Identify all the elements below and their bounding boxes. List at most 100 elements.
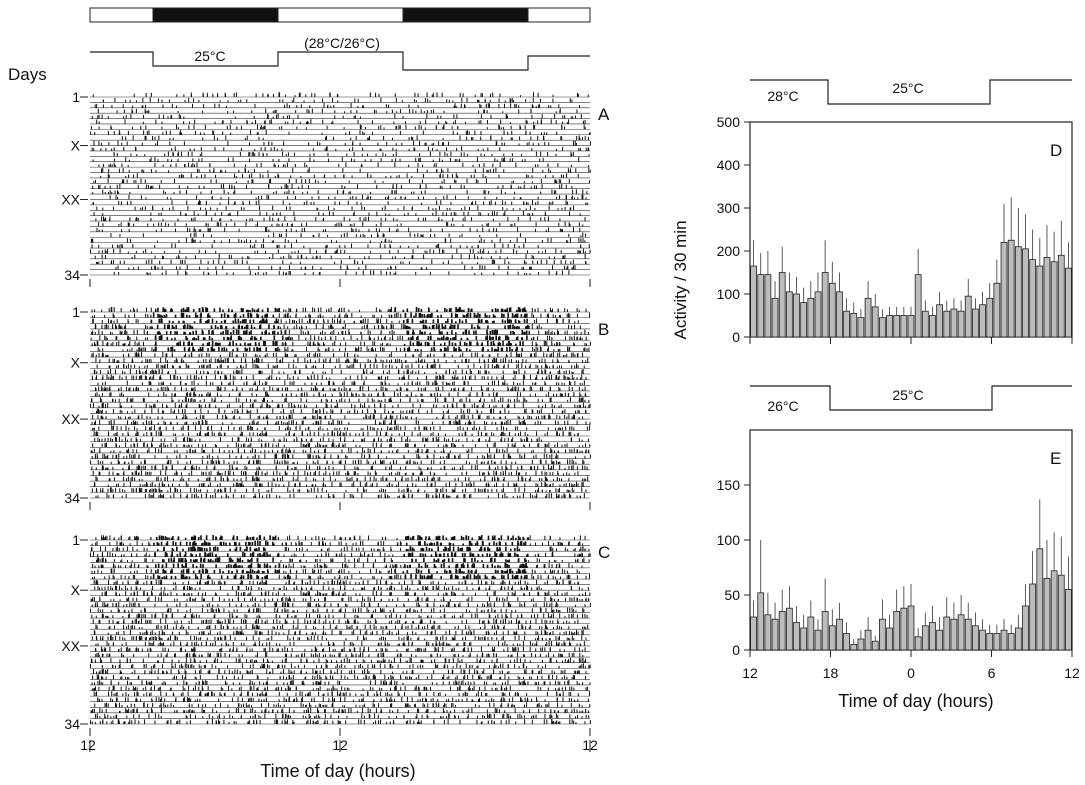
activity-mark bbox=[388, 360, 390, 363]
activity-mark bbox=[241, 387, 243, 391]
activity-mark bbox=[361, 335, 363, 341]
activity-mark bbox=[118, 244, 120, 249]
activity-mark bbox=[198, 354, 200, 358]
activity-mark bbox=[569, 336, 571, 341]
activity-mark bbox=[220, 170, 222, 173]
activity-mark bbox=[301, 223, 303, 227]
activity-mark bbox=[135, 375, 137, 380]
activity-mark bbox=[532, 212, 534, 216]
activity-mark bbox=[360, 331, 362, 335]
activity-mark bbox=[181, 358, 183, 363]
activity-mark bbox=[317, 374, 319, 380]
activity-mark bbox=[132, 110, 134, 114]
activity-mark bbox=[339, 348, 341, 352]
activity-mark bbox=[97, 347, 99, 352]
activity-mark bbox=[278, 174, 280, 178]
activity-mark bbox=[380, 359, 382, 363]
activity-mark bbox=[501, 376, 503, 380]
activity-mark bbox=[521, 308, 524, 312]
activity-mark bbox=[503, 313, 505, 318]
activity-mark bbox=[429, 313, 432, 318]
activity-mark bbox=[346, 391, 348, 397]
activity-mark bbox=[537, 164, 539, 168]
activity-mark bbox=[216, 207, 218, 211]
activity-mark bbox=[153, 349, 155, 352]
activity-mark bbox=[525, 99, 527, 103]
activity-mark bbox=[333, 382, 335, 386]
activity-mark bbox=[511, 313, 514, 318]
activity-mark bbox=[424, 325, 427, 329]
activity-mark bbox=[317, 141, 319, 146]
activity-mark bbox=[320, 331, 322, 335]
activity-mark bbox=[212, 93, 214, 97]
activity-mark bbox=[149, 376, 151, 380]
activity-mark bbox=[324, 228, 326, 232]
activity-mark bbox=[235, 181, 237, 184]
activity-mark bbox=[285, 320, 287, 324]
activity-mark bbox=[433, 404, 435, 408]
activity-mark bbox=[255, 224, 257, 227]
activity-mark bbox=[192, 237, 194, 243]
activity-mark bbox=[154, 255, 156, 259]
activity-mark bbox=[305, 416, 307, 420]
activity-mark bbox=[415, 100, 417, 103]
activity-mark bbox=[202, 343, 204, 346]
activity-mark bbox=[304, 357, 306, 363]
activity-mark bbox=[395, 307, 397, 312]
activity-mark bbox=[481, 250, 483, 254]
activity-mark bbox=[276, 387, 278, 391]
activity-mark bbox=[178, 399, 180, 403]
activity-mark bbox=[552, 408, 554, 414]
activity-mark bbox=[278, 159, 280, 162]
activity-mark bbox=[154, 162, 156, 168]
activity-mark bbox=[185, 387, 187, 391]
activity-mark bbox=[367, 244, 369, 249]
activity-mark bbox=[171, 393, 173, 397]
activity-mark bbox=[465, 319, 467, 324]
activity-mark bbox=[151, 266, 153, 270]
activity-mark bbox=[531, 409, 533, 414]
activity-mark bbox=[213, 135, 215, 141]
activity-mark bbox=[346, 153, 348, 157]
activity-mark bbox=[227, 140, 229, 146]
activity-mark bbox=[91, 239, 93, 243]
activity-mark bbox=[463, 387, 465, 391]
activity-mark bbox=[289, 318, 291, 324]
activity-mark bbox=[419, 320, 422, 324]
activity-mark bbox=[531, 254, 533, 259]
activity-mark bbox=[403, 205, 405, 211]
activity-mark bbox=[422, 398, 424, 403]
activity-mark bbox=[157, 240, 159, 243]
activity-mark bbox=[414, 126, 416, 130]
activity-mark bbox=[287, 326, 289, 329]
activity-mark bbox=[386, 141, 388, 146]
activity-mark bbox=[515, 343, 517, 346]
activity-mark bbox=[288, 338, 290, 341]
activity-mark bbox=[571, 374, 573, 380]
activity-mark bbox=[367, 324, 369, 329]
activity-mark bbox=[340, 318, 342, 324]
activity-mark bbox=[430, 365, 432, 369]
activity-mark bbox=[507, 312, 509, 318]
activity-mark bbox=[280, 256, 282, 259]
activity-mark bbox=[213, 167, 215, 173]
activity-mark bbox=[578, 386, 580, 391]
activity-mark bbox=[484, 98, 486, 103]
activity-mark bbox=[456, 132, 458, 135]
activity-mark bbox=[186, 314, 188, 318]
activity-mark bbox=[141, 169, 143, 173]
activity-mark bbox=[343, 189, 345, 195]
activity-mark bbox=[256, 315, 259, 318]
activity-mark bbox=[539, 98, 541, 103]
activity-mark bbox=[307, 376, 309, 380]
activity-mark bbox=[278, 223, 280, 227]
activity-mark bbox=[348, 131, 350, 135]
activity-mark bbox=[201, 394, 203, 397]
activity-mark bbox=[390, 314, 392, 318]
activity-mark bbox=[405, 124, 407, 130]
activity-mark bbox=[514, 191, 516, 195]
activity-mark bbox=[249, 312, 252, 318]
activity-mark bbox=[362, 105, 364, 108]
activity-mark bbox=[104, 255, 106, 259]
activity-mark bbox=[232, 272, 234, 275]
